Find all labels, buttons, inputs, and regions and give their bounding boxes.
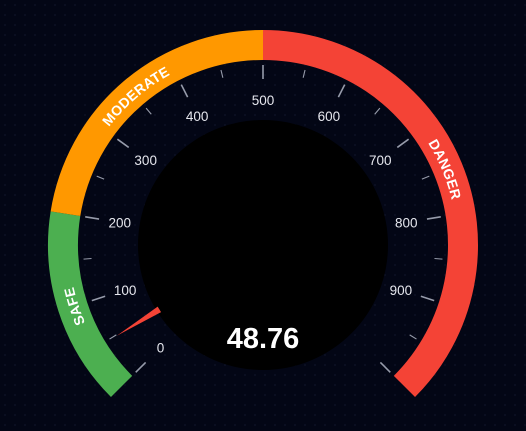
gauge-band-moderate	[50, 30, 264, 217]
gauge-minor-tick	[374, 107, 381, 115]
gauge-tick-label: 600	[318, 109, 341, 124]
gauge-minor-tick	[83, 257, 92, 260]
gauge-major-tick	[135, 361, 147, 373]
gauge-tick-label: 700	[369, 153, 392, 168]
gauge-minor-tick	[434, 257, 443, 260]
gauge-band-danger	[262, 30, 478, 398]
gauge-minor-tick	[302, 69, 306, 78]
gauge-tick-labels: 0 100 200 300 400 500 600 700 800 900	[109, 93, 418, 356]
gauge-tick-label: 200	[109, 215, 132, 230]
gauge-needle-pointer	[116, 306, 162, 336]
gauge-tick-label: 800	[395, 215, 418, 230]
gauge-ticks	[83, 65, 443, 373]
gauge-major-tick	[180, 84, 189, 98]
gauge-value-readout: 48.76	[227, 323, 300, 355]
gauge-tick-label: 900	[390, 283, 413, 298]
gauge-center-dial	[138, 120, 388, 370]
gauge-minor-tick	[220, 69, 224, 78]
gauge-major-tick	[85, 216, 100, 220]
gauge-minor-tick	[421, 175, 430, 180]
gauge-needle	[116, 306, 162, 336]
gauge-tick-label: 500	[252, 93, 275, 108]
gauge-major-tick	[337, 84, 346, 98]
gauge-major-tick	[91, 295, 106, 302]
gauge-major-tick	[379, 361, 391, 373]
gauge-minor-tick	[109, 334, 117, 340]
gauge-major-tick	[426, 216, 441, 220]
gauge-minor-tick	[409, 334, 417, 340]
gauge-major-tick	[396, 138, 410, 149]
gauge-tick-label: 100	[114, 283, 137, 298]
gauge-major-tick	[116, 138, 130, 149]
gauge-minor-tick	[96, 175, 105, 180]
gauge-band-safe	[48, 211, 133, 398]
gauge-minor-tick	[145, 107, 152, 115]
gauge-tick-label: 0	[157, 341, 165, 356]
gauge-tick-label: 400	[186, 109, 209, 124]
gauge-tick-label: 300	[134, 153, 157, 168]
gauge-major-tick	[420, 295, 435, 302]
